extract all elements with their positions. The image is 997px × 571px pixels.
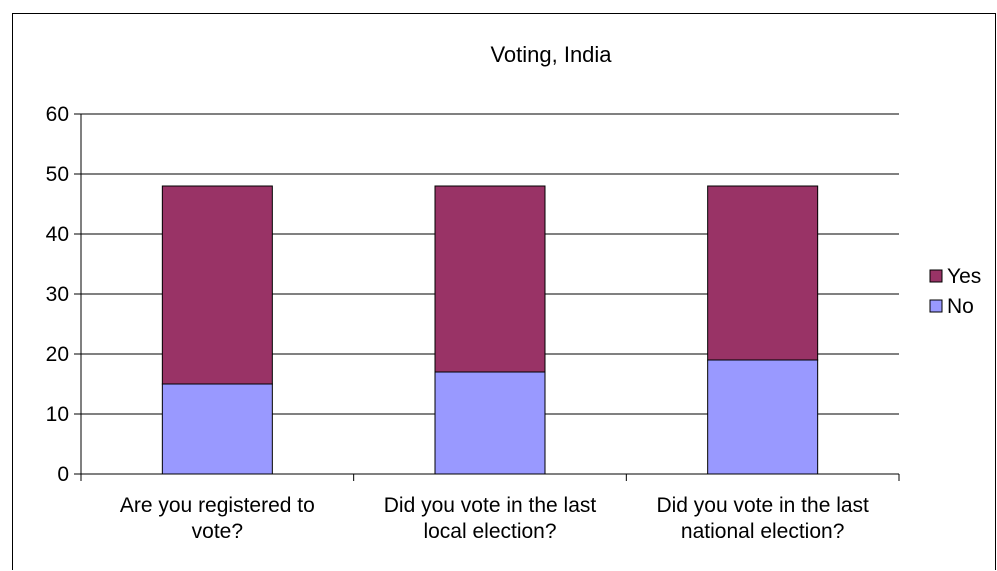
chart-title: Voting, India (490, 42, 612, 67)
x-category-label: Are you registered to (120, 494, 315, 517)
legend-swatch-no (929, 299, 943, 313)
x-category-label: local election? (423, 520, 556, 543)
y-tick-label: 60 (46, 103, 69, 126)
bar-yes-1 (161, 185, 273, 385)
y-tick-label: 40 (46, 223, 69, 246)
y-tick-label: 30 (46, 283, 69, 306)
y-tick-label: 20 (46, 343, 69, 366)
bar-yes-2 (434, 185, 546, 373)
bar-no-2 (434, 371, 546, 475)
legend: Yes No (929, 265, 981, 318)
x-category-label: Did you vote in the last (656, 494, 869, 517)
bar-no-1 (161, 383, 273, 475)
bars (161, 185, 819, 475)
x-category-label: Did you vote in the last (384, 494, 597, 517)
bar-no-3 (707, 359, 819, 475)
y-tick-label: 10 (46, 403, 69, 426)
y-tick-label: 0 (57, 463, 69, 486)
x-category-label: national election? (681, 520, 844, 543)
legend-label-no: No (947, 295, 974, 318)
legend-swatch-yes (929, 269, 943, 283)
bar-yes-3 (707, 185, 819, 361)
x-category-labels: Are you registered to vote? Did you vote i… (120, 494, 869, 543)
legend-label-yes: Yes (947, 265, 981, 288)
y-tick-label: 50 (46, 163, 69, 186)
x-category-label: vote? (192, 520, 243, 543)
y-tick-labels: 0 10 20 30 40 50 60 (46, 103, 69, 486)
